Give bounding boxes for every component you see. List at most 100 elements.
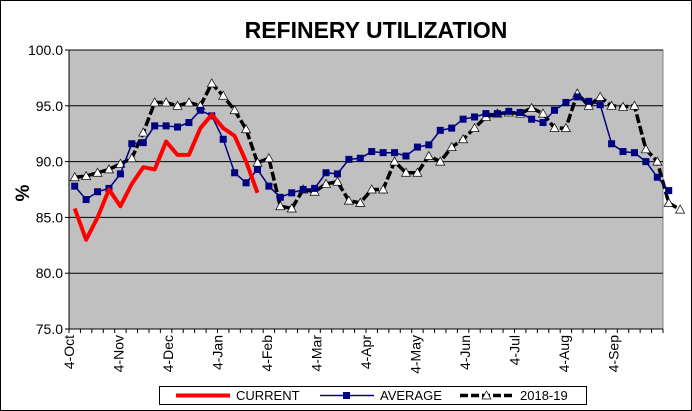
data-point-2018-19 <box>172 100 183 110</box>
x-tick-label: 4-Dec <box>160 335 176 372</box>
x-tick-label: 4-Jun <box>457 335 473 370</box>
chart-title: REFINERY UTILIZATION <box>244 17 508 43</box>
data-point-average <box>265 182 273 190</box>
data-point-average <box>516 108 524 116</box>
data-point-2018-19 <box>652 156 663 166</box>
data-point-2018-19 <box>103 164 115 174</box>
data-point-average <box>596 101 604 109</box>
legend-swatch-average <box>320 392 374 399</box>
x-tick-label: 4-Jul <box>507 335 523 365</box>
data-point-2018-19 <box>537 108 549 118</box>
data-point-2018-19 <box>629 100 640 110</box>
data-point-2018-19 <box>412 167 423 177</box>
data-point-average <box>196 106 204 114</box>
data-point-average <box>276 193 284 201</box>
data-point-average <box>242 179 250 187</box>
data-point-average <box>82 196 90 204</box>
data-point-average <box>162 122 170 130</box>
data-point-2018-19 <box>378 184 389 194</box>
data-point-average <box>379 149 387 157</box>
data-point-average <box>128 140 136 148</box>
data-point-average <box>391 149 399 157</box>
data-point-2018-19 <box>115 158 126 168</box>
data-point-2018-19 <box>69 172 80 182</box>
data-point-average <box>448 124 456 132</box>
data-point-2018-19 <box>457 134 469 144</box>
x-tick-label: 4-May <box>408 335 424 374</box>
data-point-2018-19 <box>366 184 377 194</box>
legend-label-current: CURRENT <box>236 388 300 403</box>
data-point-2018-19 <box>435 156 446 166</box>
data-point-2018-19 <box>275 201 286 211</box>
data-point-2018-19 <box>138 127 149 137</box>
data-point-average <box>505 107 513 115</box>
data-point-2018-19 <box>149 97 160 107</box>
data-point-2018-19 <box>595 91 606 101</box>
data-point-2018-19 <box>640 144 651 154</box>
data-point-2018-19 <box>343 195 354 205</box>
data-point-2018-19 <box>675 204 686 214</box>
data-point-2018-19 <box>606 100 617 110</box>
series-line-current <box>72 112 260 242</box>
data-point-average <box>585 97 593 105</box>
data-point-2018-19 <box>549 122 560 132</box>
legend-label-2018-19: 2018-19 <box>520 388 568 403</box>
x-tick-label: 4-Jan <box>210 335 226 370</box>
y-tick-label: 90.0 <box>36 154 63 170</box>
data-point-average <box>288 189 296 197</box>
data-point-average <box>368 148 376 156</box>
data-point-2018-19 <box>446 141 457 151</box>
data-point-average <box>333 170 341 178</box>
data-point-average <box>528 115 536 123</box>
data-point-2018-19 <box>126 153 137 163</box>
data-point-average <box>562 98 570 106</box>
data-point-2018-19 <box>583 100 594 110</box>
data-point-average <box>311 184 319 192</box>
data-point-average <box>299 186 307 193</box>
data-point-average <box>356 154 364 162</box>
data-point-average <box>653 173 661 181</box>
data-point-2018-19 <box>206 78 217 88</box>
data-point-2018-19 <box>183 97 195 107</box>
legend-swatch-current <box>176 393 230 398</box>
data-point-average <box>174 123 182 131</box>
legend-label-average: AVERAGE <box>380 388 442 403</box>
x-tick-label: 4-Mar <box>309 335 325 372</box>
data-point-average <box>413 143 421 151</box>
data-point-average <box>642 158 650 166</box>
data-point-average <box>493 110 501 118</box>
data-point-average <box>482 110 490 118</box>
y-tick-label: 85.0 <box>36 209 63 225</box>
data-point-2018-19 <box>81 170 92 180</box>
data-point-average <box>94 188 102 196</box>
data-point-average <box>436 126 444 134</box>
data-point-average <box>459 115 467 123</box>
plot-area <box>68 49 664 330</box>
data-point-average <box>425 141 433 149</box>
y-tick-label: 100.0 <box>28 42 63 58</box>
x-tick-label: 4-Oct <box>61 335 77 369</box>
x-tick-label: 4-Feb <box>259 335 275 372</box>
data-point-2018-19 <box>423 150 434 160</box>
data-point-average <box>471 113 479 121</box>
data-point-2018-19 <box>560 122 572 132</box>
data-point-2018-19 <box>218 90 229 100</box>
y-tick-label: 95.0 <box>36 98 63 114</box>
data-point-average <box>116 170 124 178</box>
legend: CURRENT AVERAGE 2018-19 <box>159 386 587 405</box>
data-point-2018-19 <box>160 97 172 107</box>
data-point-average <box>619 148 627 156</box>
data-point-2018-19 <box>229 105 240 115</box>
data-point-2018-19 <box>663 197 674 207</box>
data-point-2018-19 <box>92 167 103 177</box>
data-point-2018-19 <box>526 102 537 112</box>
y-tick-label: 80.0 <box>36 265 63 281</box>
data-point-average <box>550 106 558 114</box>
data-point-2018-19 <box>469 122 480 132</box>
data-point-average <box>151 122 159 130</box>
data-point-2018-19 <box>355 197 366 207</box>
legend-swatch-2018-19 <box>460 390 514 400</box>
data-point-average <box>231 169 239 177</box>
data-point-average <box>71 182 79 190</box>
